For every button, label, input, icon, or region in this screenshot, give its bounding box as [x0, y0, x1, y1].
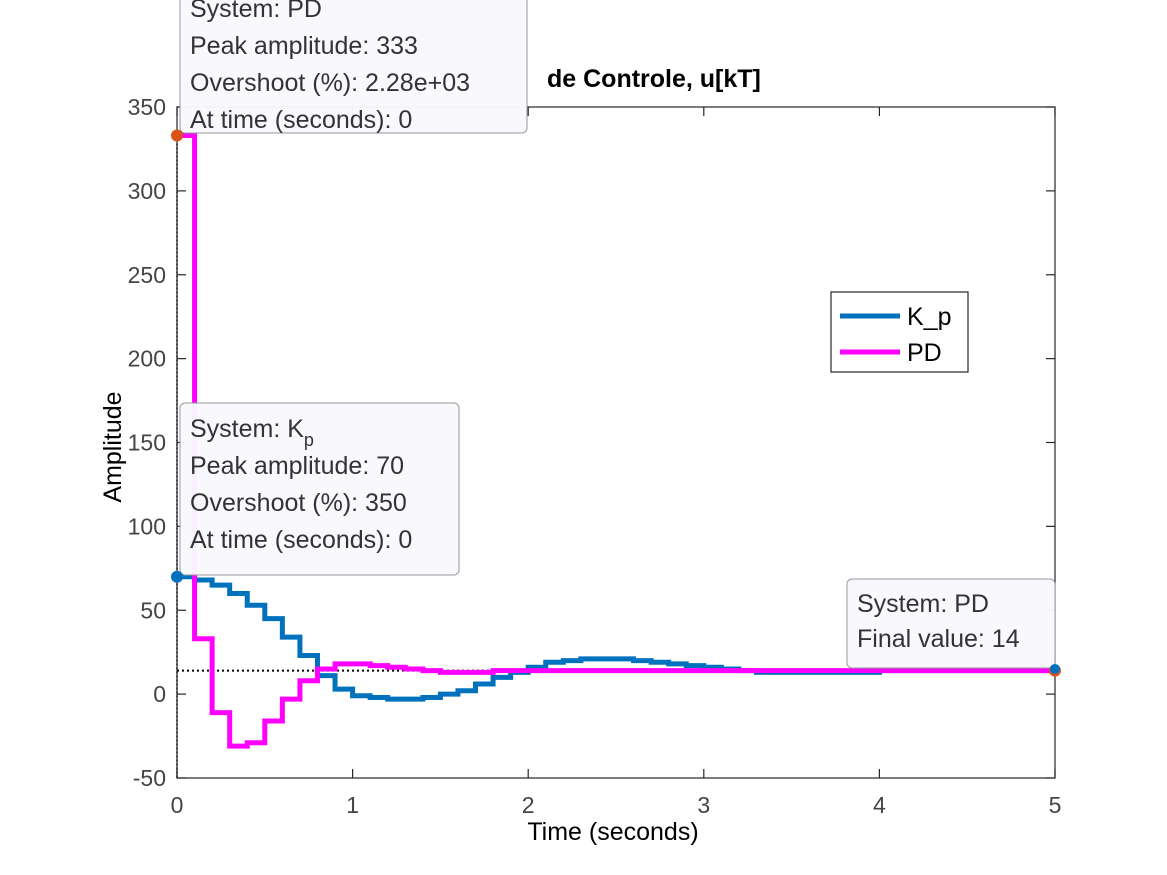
- chart-title: de Controle, u[kT]: [547, 65, 761, 93]
- x-tick-label: 4: [873, 792, 886, 818]
- datatip-marker[interactable]: [171, 129, 183, 142]
- x-axis-label: Time (seconds): [527, 818, 698, 846]
- legend[interactable]: K_p PD: [830, 291, 969, 373]
- datatip-line: Final value: 14: [857, 625, 1020, 653]
- x-tick-label: 5: [1049, 792, 1062, 818]
- datatip-line: System: PD: [857, 590, 989, 618]
- y-tick-label: 50: [140, 597, 166, 623]
- datatip-box[interactable]: [179, 402, 460, 576]
- y-tick-label: 250: [128, 262, 166, 288]
- y-tick-label: 200: [128, 346, 166, 372]
- y-tick-label: 350: [128, 94, 166, 120]
- datatip-line: Overshoot (%): 350: [190, 489, 407, 517]
- datatip-line: At time (seconds): 0: [190, 106, 412, 134]
- datatip-line: At time (seconds): 0: [190, 526, 412, 554]
- y-tick-label: 0: [153, 681, 166, 707]
- datatip-subscript: p: [304, 430, 314, 450]
- y-tick-label: 100: [128, 513, 166, 539]
- x-tick-label: 0: [171, 792, 184, 818]
- x-tick-label: 2: [522, 792, 535, 818]
- datatip-line: Overshoot (%): 2.28e+03: [190, 69, 470, 97]
- datatip-box[interactable]: [846, 578, 1056, 669]
- y-tick-label: 150: [128, 430, 166, 456]
- datatip-box[interactable]: [179, 0, 528, 134]
- legend-entry: PD: [907, 339, 942, 367]
- data-tips[interactable]: System: PD Peak amplitude: 333 Overshoot (…: [171, 0, 1061, 677]
- legend-entry: K_p: [907, 303, 951, 331]
- x-tick-label: 3: [697, 792, 710, 818]
- datatip-line: Peak amplitude: 70: [190, 452, 404, 480]
- y-axis-label: Amplitude: [99, 391, 127, 502]
- series-end-marker: [1050, 663, 1060, 674]
- y-tick-label: 300: [128, 178, 166, 204]
- datatip-line: Peak amplitude: 333: [190, 32, 418, 60]
- legend-box[interactable]: [830, 291, 969, 373]
- x-tick-label: 1: [346, 792, 359, 818]
- datatip-line: System: PD: [190, 0, 322, 23]
- series-line-pd[interactable]: [177, 133, 1055, 749]
- y-tick-label: -50: [133, 765, 166, 791]
- datatip-marker[interactable]: [171, 570, 183, 583]
